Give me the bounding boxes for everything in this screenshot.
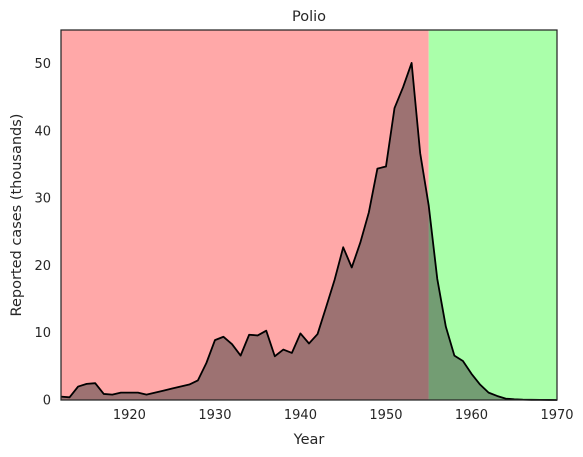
y-tick-labels: 0 10 20 30 40 50 bbox=[34, 57, 51, 408]
x-tick-1960: 1960 bbox=[455, 408, 488, 423]
y-tick-10: 10 bbox=[34, 326, 51, 341]
y-tick-50: 50 bbox=[34, 57, 51, 72]
y-tick-20: 20 bbox=[34, 259, 51, 274]
plot-frame bbox=[60, 29, 558, 401]
x-tick-labels: 1920 1930 1940 1950 1960 1970 bbox=[113, 408, 574, 423]
y-tick-30: 30 bbox=[34, 192, 51, 207]
x-axis-label: Year bbox=[293, 432, 325, 448]
chart-title: Polio bbox=[292, 9, 326, 25]
y-axis-label: Reported cases (thousands) bbox=[9, 114, 25, 317]
y-tick-40: 40 bbox=[34, 124, 51, 139]
x-tick-1930: 1930 bbox=[198, 408, 231, 423]
x-tick-1920: 1920 bbox=[113, 408, 146, 423]
cases-area-fill bbox=[61, 62, 557, 401]
cases-line bbox=[60, 62, 558, 401]
x-tick-1940: 1940 bbox=[284, 408, 317, 423]
y-tick-0: 0 bbox=[43, 394, 51, 409]
x-tick-1950: 1950 bbox=[369, 408, 402, 423]
x-tick-1970: 1970 bbox=[540, 408, 573, 423]
